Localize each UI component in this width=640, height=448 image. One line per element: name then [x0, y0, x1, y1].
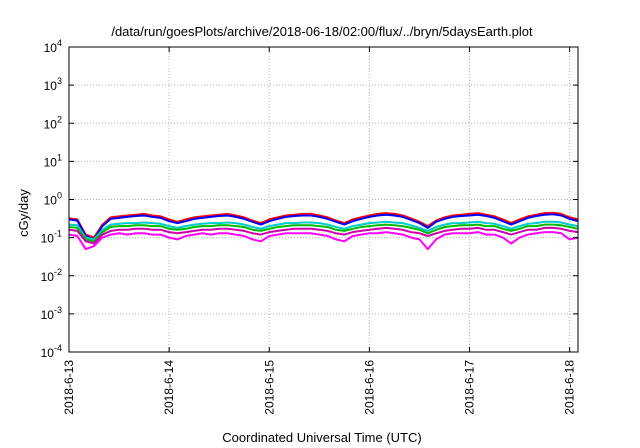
y-tick-label: 10-4: [41, 343, 62, 360]
x-tick-label: 2018-6-16: [362, 360, 376, 415]
y-tick-label: 101: [44, 152, 62, 169]
series-lines: [68, 211, 579, 251]
x-axis-ticks: 2018-6-13 2018-6-14 2018-6-15 2018-6-16 2018…: [62, 47, 577, 415]
grid-lines: [68, 47, 578, 352]
x-tick-label: 2018-6-13: [62, 360, 76, 415]
y-tick-label: 102: [44, 114, 62, 131]
series-line-1: [68, 211, 579, 239]
x-tick-label: 2018-6-14: [162, 360, 176, 415]
y-tick-label: 10-3: [41, 305, 62, 322]
y-tick-label: 100: [44, 191, 62, 208]
series-line-6: [68, 231, 579, 251]
chart-title: /data/run/goesPlots/archive/2018-06-18/0…: [111, 24, 533, 39]
series-line-2: [68, 213, 579, 241]
y-tick-label: 10-2: [41, 267, 62, 284]
series-line-3: [68, 220, 579, 241]
y-axis-label: cGy/day: [16, 189, 31, 237]
y-tick-label: 10-1: [41, 229, 62, 246]
x-tick-label: 2018-6-17: [463, 360, 477, 415]
x-axis-label: Coordinated Universal Time (UTC): [222, 430, 421, 445]
x-tick-label: 2018-6-18: [563, 360, 577, 415]
y-tick-label: 103: [44, 76, 62, 93]
series-line-4: [68, 223, 579, 243]
series-line-5: [68, 226, 579, 245]
x-tick-label: 2018-6-15: [262, 360, 276, 415]
y-tick-label: 104: [44, 38, 62, 55]
